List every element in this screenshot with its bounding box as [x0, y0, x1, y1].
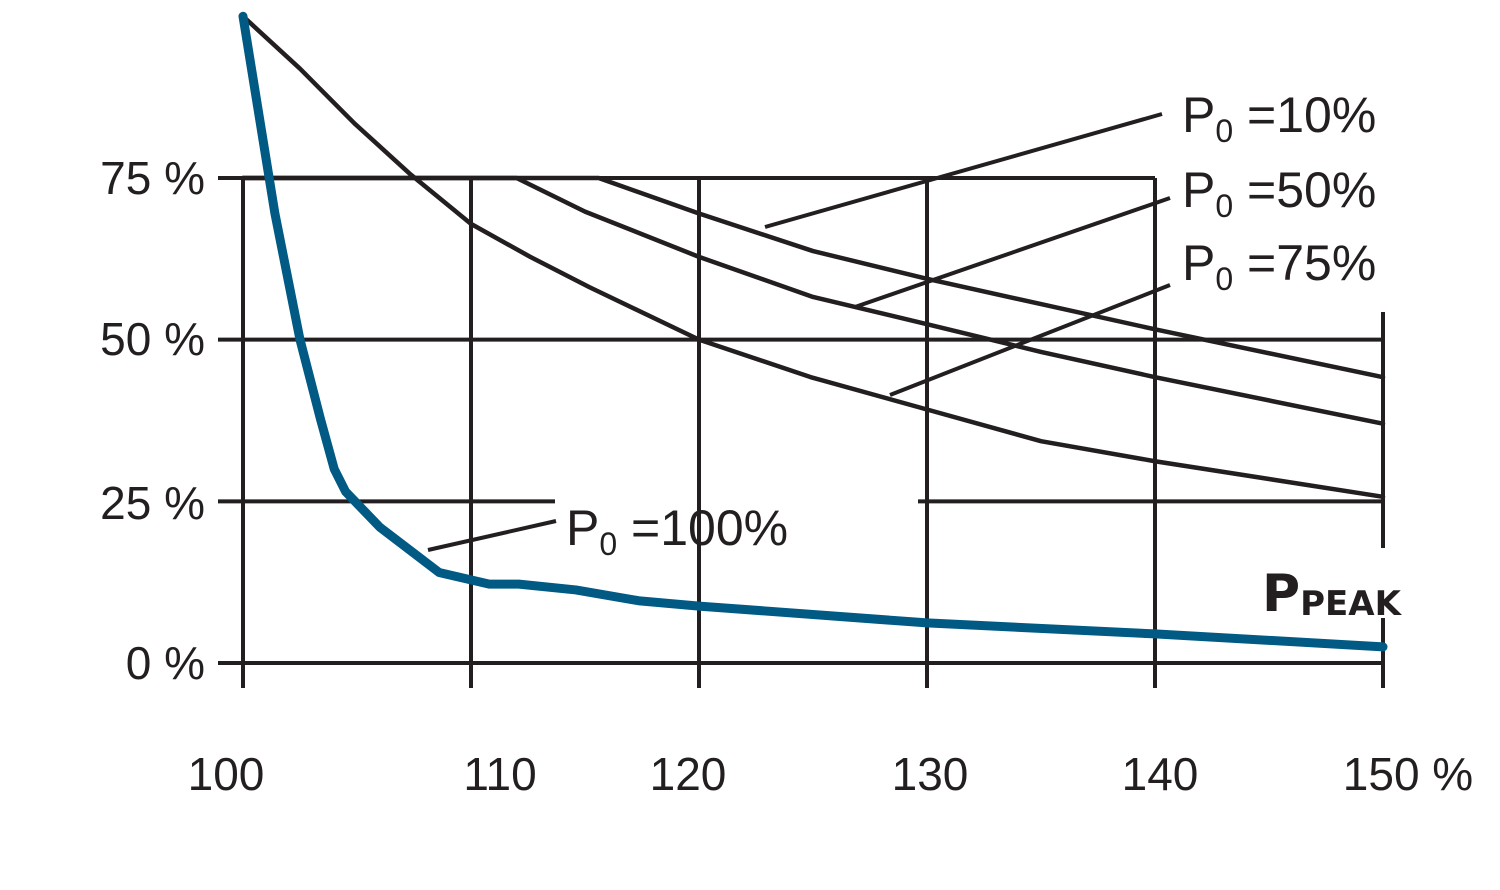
y-tick-label: 50 %: [100, 313, 205, 365]
x-tick-label: 150 %: [1343, 748, 1473, 800]
series-line-0100: [238, 11, 1388, 652]
y-tick-label: 0 %: [126, 637, 205, 689]
leader-line-p0-75: [889, 283, 1171, 397]
series-line-010: [240, 175, 1386, 380]
axis-label-ppeak: PPEAK: [1262, 564, 1403, 624]
series-label-p0-100: P0 =100%: [566, 500, 788, 562]
x-tick-label: 100: [188, 748, 265, 800]
leader-line-p0-100: [427, 519, 557, 552]
series-line-075: [240, 14, 1386, 500]
y-tick-label: 25 %: [100, 477, 205, 529]
label-leader-lines: [427, 112, 1171, 552]
series-label-p0-10: P0 =10%: [1182, 87, 1376, 149]
x-tick-label: 130: [892, 748, 969, 800]
series-group: [238, 11, 1388, 652]
series-line-050: [240, 175, 1386, 426]
x-tick-label: 120: [650, 748, 727, 800]
series-label-p0-50: P0 =50%: [1182, 162, 1376, 224]
x-tick-label: 110: [463, 748, 536, 800]
x-tick-label: 140: [1122, 748, 1199, 800]
leader-line-p0-10: [764, 112, 1163, 229]
series-label-p0-75: P0 =75%: [1182, 235, 1376, 297]
series-labels: P0 =10% P0 =50% P0 =75% P0 =100% PPEAK: [566, 87, 1403, 624]
leader-line-p0-50: [854, 196, 1171, 309]
tick-labels: 0 % 25 % 50 % 75 % 100 110 120 130 140 1…: [100, 152, 1473, 800]
y-tick-label: 75 %: [100, 152, 205, 204]
